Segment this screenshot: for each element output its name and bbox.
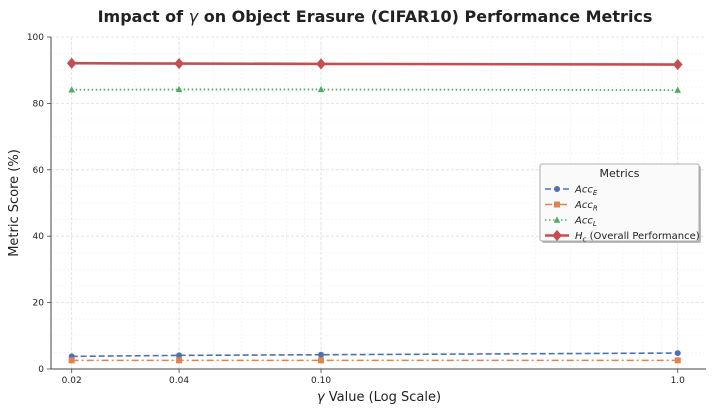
series-line-acc-e [71,352,678,358]
y-axis-label: Metric Score (%) [7,149,22,257]
y-tick-label: 20 [33,299,45,309]
data-point-acc-e [176,352,183,359]
x-tick-label: 0.02 [62,376,82,386]
legend-entry-label: Hc (Overall Performance) [575,231,700,244]
legend-swatch-marker [554,186,560,192]
data-point-acc-l [317,85,325,93]
legend-swatch-marker [554,201,560,208]
data-point-acc-e [674,350,681,357]
data-point-h-c [672,58,683,71]
x-tick-label: 1.0 [671,376,686,386]
series-line-h-c [71,61,678,66]
legend-entry-label: AccL [574,216,597,229]
data-point-acc-r [176,357,183,364]
legend-entry-label: AccE [574,185,598,198]
data-point-acc-e [318,351,325,358]
y-tick-label: 80 [33,99,45,109]
data-point-acc-r [674,357,681,364]
y-tick-label: 60 [33,166,45,176]
chart-title: Impact of γ on Object Erasure (CIFAR10) … [98,7,653,26]
legend-entry-label: AccR [574,200,598,213]
legend-title: Metrics [600,167,640,180]
data-point-h-c [174,57,184,70]
y-tick-label: 40 [33,232,45,242]
x-axis-label: γ Value (Log Scale) [317,390,441,405]
legend-box [539,163,700,242]
data-point-acc-r [318,357,325,364]
y-tick-label: 100 [27,33,44,43]
x-tick-label: 0.10 [311,376,331,386]
data-point-acc-l [674,86,682,93]
y-tick-label: 0 [38,365,44,375]
data-point-acc-l [68,86,75,93]
data-point-h-c [316,58,326,70]
data-point-acc-l [175,85,183,93]
legend-swatch-marker [553,216,561,223]
data-point-h-c [66,57,77,69]
legend-swatch-marker [552,229,562,242]
series-line-acc-l [71,88,678,92]
x-tick-label: 0.04 [169,376,189,386]
data-point-acc-r [68,357,75,364]
